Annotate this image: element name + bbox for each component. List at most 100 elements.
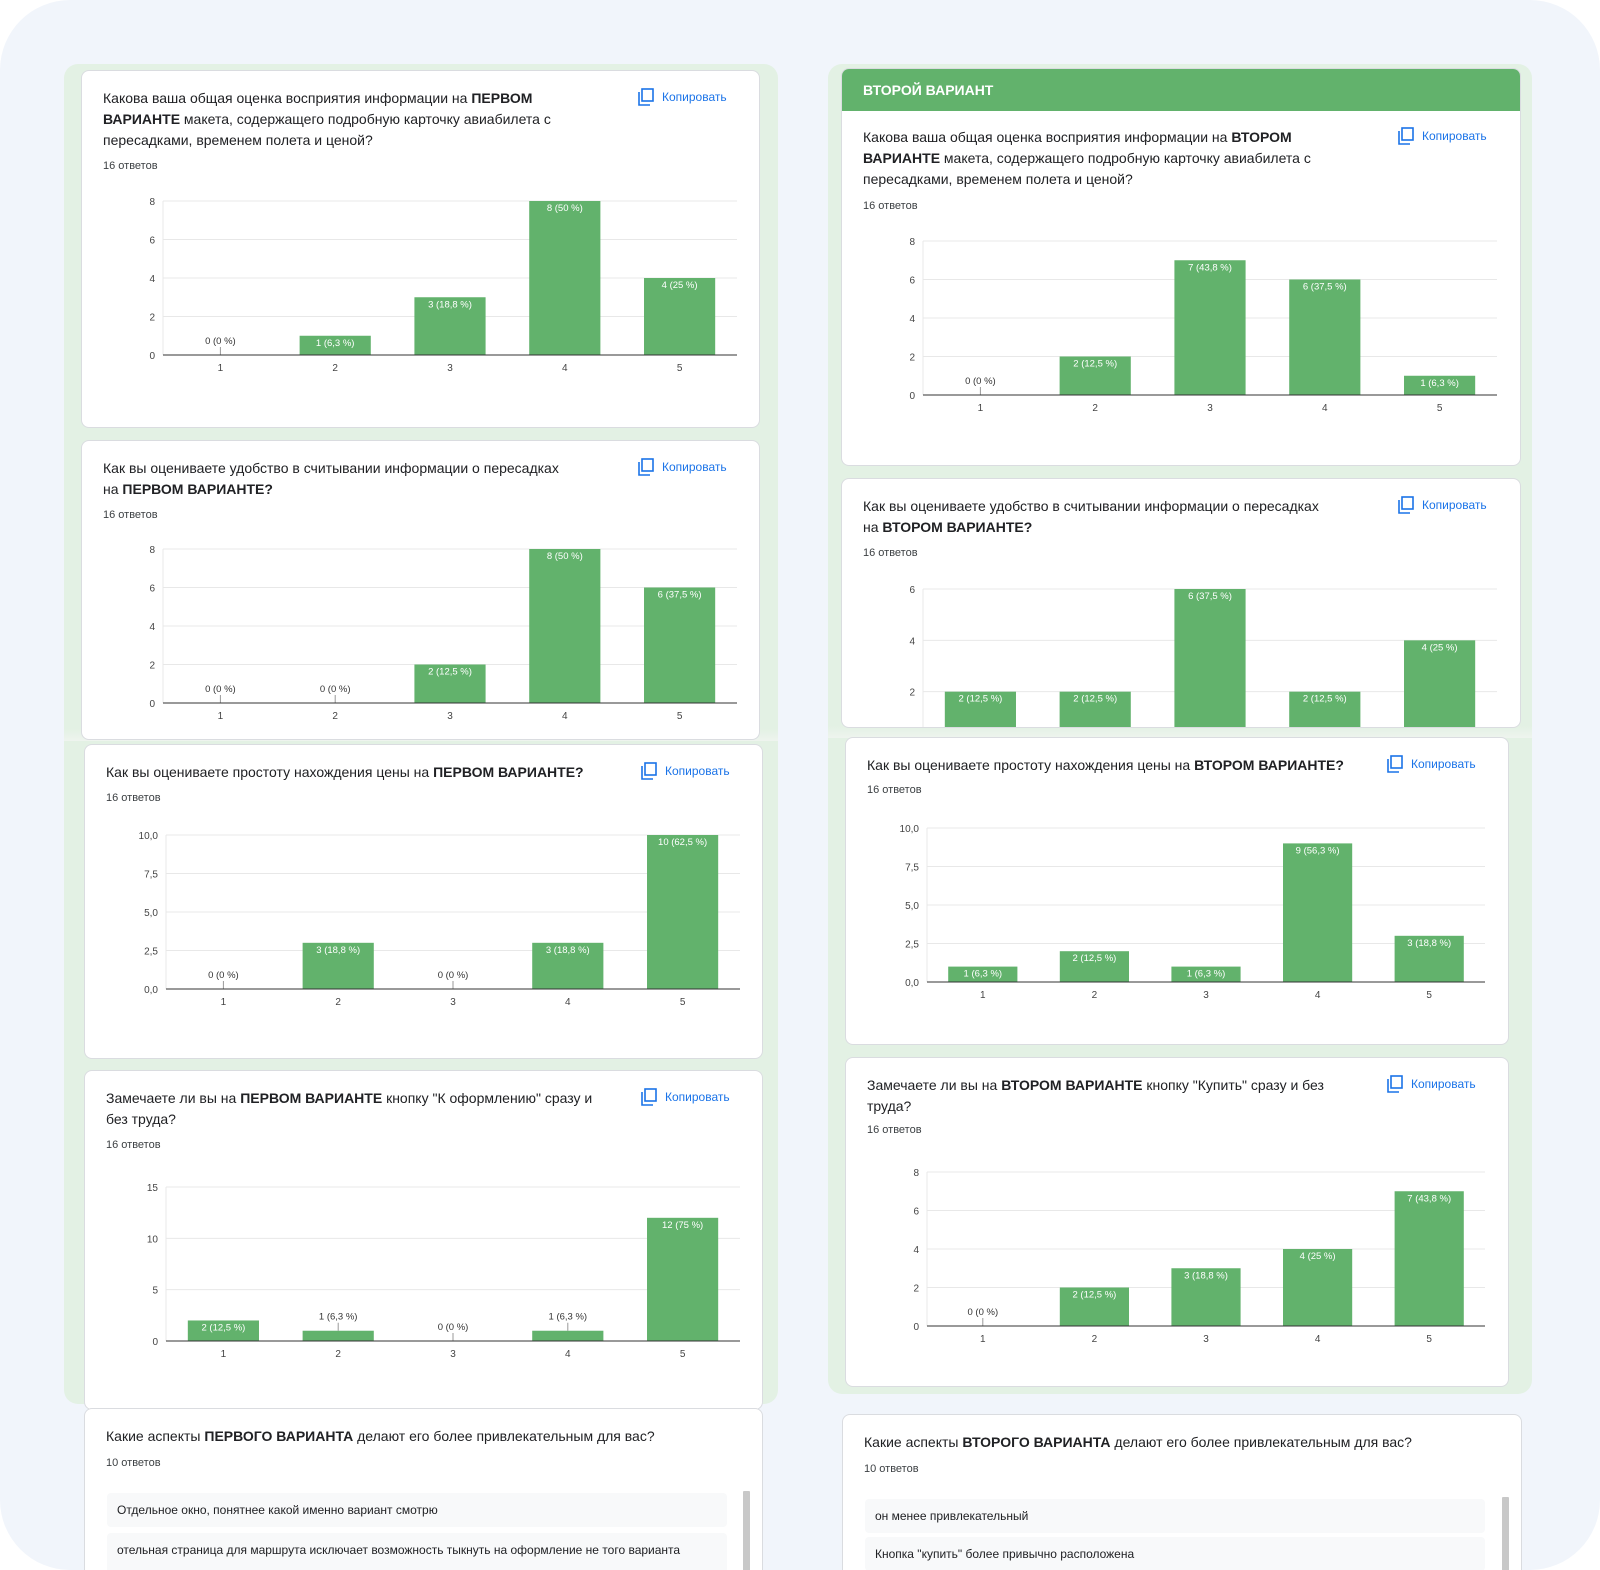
x-tick-label: 1 xyxy=(221,1349,227,1360)
data-label: 1 (6,3 %) xyxy=(316,338,355,349)
question-title: Какие аспекты ПЕРВОГО ВАРИАНТА делают ег… xyxy=(106,1426,726,1447)
copy-button-label: Копировать xyxy=(662,460,727,474)
question-text-bold: ПЕРВОМ ВАРИАНТЕ xyxy=(240,1090,383,1106)
data-label: 10 (62,5 %) xyxy=(658,837,707,848)
question-title: Какие аспекты ВТОРОГО ВАРИАНТА делают ег… xyxy=(864,1432,1484,1453)
question-card-right-3: Как вы оцениваете простоту нахождения це… xyxy=(845,737,1509,1045)
scrollbar[interactable] xyxy=(743,1491,750,1570)
x-tick-label: 3 xyxy=(447,711,453,722)
bar xyxy=(1059,951,1129,982)
bar xyxy=(532,1330,604,1341)
x-tick-label: 5 xyxy=(677,363,683,374)
data-label: 0 (0 %) xyxy=(208,970,239,981)
y-tick-label: 8 xyxy=(149,545,155,556)
data-label: 8 (50 %) xyxy=(547,551,583,562)
response-count: 16 ответов xyxy=(103,509,158,521)
question-card-left-5: Какие аспекты ПЕРВОГО ВАРИАНТА делают ег… xyxy=(84,1408,763,1570)
data-label: 4 (25 %) xyxy=(1300,1251,1336,1262)
question-card-right-4: Замечаете ли вы на ВТОРОМ ВАРИАНТЕ кнопк… xyxy=(845,1057,1509,1387)
response-count: 16 ответов xyxy=(863,200,918,212)
y-tick-label: 2 xyxy=(149,313,155,324)
data-label: 2 (12,5 %) xyxy=(1073,359,1117,370)
question-text-bold: ВТОРОГО ВАРИАНТА xyxy=(962,1434,1111,1450)
x-tick-label: 1 xyxy=(218,711,224,722)
question-text: на xyxy=(863,519,883,535)
bar xyxy=(1283,1249,1353,1326)
x-tick-label: 5 xyxy=(1426,1334,1432,1345)
bar-chart: 0 2 4 6 8 0 (0 %) 1 2 (12,5 %) 2 7 (43,8 %) 3 6 (37… xyxy=(909,237,1497,414)
x-tick-label: 5 xyxy=(680,1349,686,1360)
question-text: Как вы оцениваете простоту нахождения це… xyxy=(867,757,1195,773)
question-text-bold: ПЕРВОМ ВАРИАНТЕ? xyxy=(433,764,584,780)
y-tick-label: 4 xyxy=(149,274,155,285)
question-text: кнопку "Купить" сразу и без xyxy=(1142,1077,1324,1093)
copy-button[interactable]: Копировать xyxy=(1387,1075,1476,1093)
question-text: Замечаете ли вы на xyxy=(867,1077,1002,1093)
copy-button-label: Копировать xyxy=(662,90,727,104)
bar-chart: 0,0 2,5 5,0 7,5 10,0 0 (0 %) 1 3 (18,8 %) 2 0 (0 … xyxy=(139,831,740,1008)
data-label: 0 (0 %) xyxy=(967,1307,998,1318)
y-tick-label: 4 xyxy=(149,622,155,633)
text-response-item: отельная страница для маршрута исключает… xyxy=(107,1533,727,1570)
bar xyxy=(529,201,601,355)
x-tick-label: 2 xyxy=(332,363,338,374)
copy-button[interactable]: Копировать xyxy=(1387,755,1476,773)
y-tick-label: 2 xyxy=(149,661,155,672)
copy-icon xyxy=(638,458,654,476)
data-label: 7 (43,8 %) xyxy=(1407,1193,1451,1204)
data-label: 2 (12,5 %) xyxy=(1072,953,1116,964)
question-text: труда? xyxy=(867,1098,912,1114)
y-tick-label: 0 xyxy=(149,699,155,710)
question-text: Замечаете ли вы на xyxy=(106,1090,241,1106)
copy-button[interactable]: Копировать xyxy=(1398,496,1487,514)
scrollbar[interactable] xyxy=(1502,1497,1509,1570)
data-label: 1 (6,3 %) xyxy=(1420,378,1459,389)
copy-button-label: Копировать xyxy=(1411,1077,1476,1091)
data-label: 3 (18,8 %) xyxy=(316,945,360,956)
copy-icon xyxy=(1398,127,1414,145)
bar xyxy=(1059,1287,1129,1326)
x-tick-label: 1 xyxy=(980,990,986,1001)
text-response-item: Кнопка "купить" более привычно расположе… xyxy=(865,1537,1485,1570)
question-text: без труда? xyxy=(106,1111,176,1127)
bar-chart: 0 2 4 6 8 0 (0 %) 1 0 (0 %) 2 2 (12,5 %) 3 8 (50 %)… xyxy=(149,545,737,722)
question-text: макета, содержащего подробную карточку а… xyxy=(940,150,1311,166)
data-label: 9 (56,3 %) xyxy=(1296,845,1340,856)
y-tick-label: 6 xyxy=(149,584,155,595)
copy-button[interactable]: Копировать xyxy=(638,458,727,476)
y-tick-label: 15 xyxy=(147,1183,159,1194)
data-label: 3 (18,8 %) xyxy=(428,299,472,310)
bar xyxy=(647,1217,719,1341)
x-tick-label: 5 xyxy=(680,997,686,1008)
bar xyxy=(1289,279,1361,395)
copy-button[interactable]: Копировать xyxy=(641,1088,730,1106)
y-tick-label: 0 xyxy=(909,391,915,402)
question-title: Замечаете ли вы на ПЕРВОМ ВАРИАНТЕ кнопк… xyxy=(106,1088,616,1130)
question-card-right-1: ВТОРОЙ ВАРИАНТ Какова ваша общая оценка … xyxy=(841,68,1521,466)
data-label: 3 (18,8 %) xyxy=(546,945,590,956)
y-tick-label: 0 xyxy=(149,351,155,362)
y-tick-label: 2 xyxy=(909,353,915,364)
x-tick-label: 2 xyxy=(335,997,341,1008)
question-title: Какова ваша общая оценка восприятия инфо… xyxy=(103,88,573,151)
copy-button[interactable]: Копировать xyxy=(638,88,727,106)
bar xyxy=(1174,260,1246,395)
bar xyxy=(1059,356,1131,395)
bar xyxy=(1289,691,1361,727)
copy-button[interactable]: Копировать xyxy=(1398,127,1487,145)
x-tick-label: 5 xyxy=(677,711,683,722)
x-tick-label: 3 xyxy=(1207,403,1213,414)
bar xyxy=(944,691,1016,727)
y-tick-label: 10 xyxy=(147,1234,159,1245)
copy-button[interactable]: Копировать xyxy=(641,762,730,780)
y-tick-label: 2,5 xyxy=(144,947,158,958)
x-tick-label: 1 xyxy=(978,403,984,414)
data-label: 0 (0 %) xyxy=(205,336,236,347)
x-tick-label: 5 xyxy=(1437,403,1443,414)
data-label: 0 (0 %) xyxy=(205,684,236,695)
question-text: Как вы оцениваете удобство в считывании … xyxy=(103,460,559,476)
bar xyxy=(1404,640,1476,727)
question-text: пересадками, временем полета и ценой? xyxy=(103,132,373,148)
data-label: 1 (6,3 %) xyxy=(549,1312,588,1323)
question-text-bold: ВТОРОМ xyxy=(1231,129,1292,145)
